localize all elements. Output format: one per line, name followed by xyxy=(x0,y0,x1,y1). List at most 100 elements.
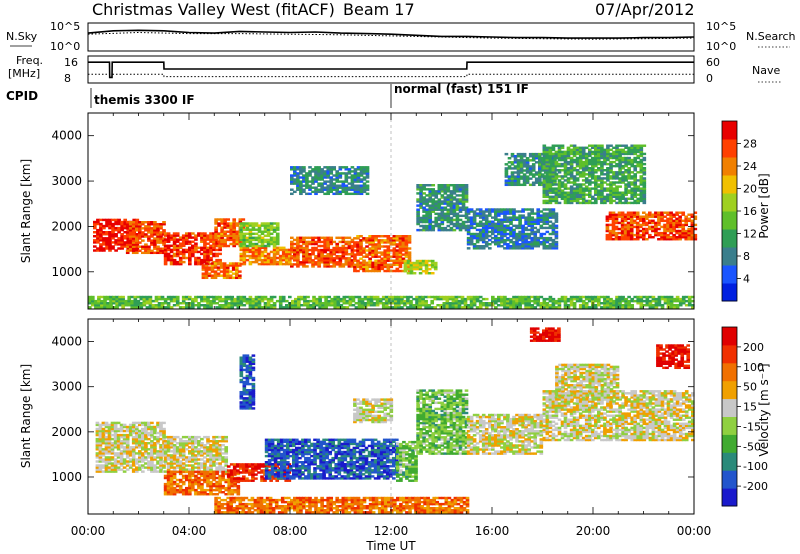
data-cell xyxy=(101,433,106,437)
data-cell xyxy=(560,162,565,166)
data-cell xyxy=(594,183,598,186)
data-cell xyxy=(104,442,109,445)
data-cell xyxy=(509,297,513,301)
data-cell xyxy=(536,230,541,234)
data-cell xyxy=(509,234,513,238)
data-cell xyxy=(278,295,283,299)
data-cell xyxy=(135,241,139,244)
data-cell xyxy=(621,304,625,307)
data-cell xyxy=(332,240,337,244)
data-cell xyxy=(341,255,346,258)
data-cell xyxy=(338,166,343,169)
data-cell xyxy=(527,295,531,299)
data-cell xyxy=(203,244,207,248)
data-cell xyxy=(566,306,571,309)
data-cell xyxy=(419,204,423,207)
data-cell xyxy=(191,254,195,258)
data-cell xyxy=(478,210,483,213)
data-cell xyxy=(452,206,457,209)
data-cell xyxy=(305,182,309,185)
data-cell xyxy=(108,243,112,246)
data-cell xyxy=(209,236,213,239)
data-cell xyxy=(404,255,409,258)
data-cell xyxy=(166,297,171,301)
data-cell xyxy=(538,171,542,174)
data-cell xyxy=(389,255,394,258)
y-tick-label: 2000 xyxy=(51,219,82,233)
data-cell xyxy=(320,172,324,175)
data-cell xyxy=(203,299,207,303)
data-cell xyxy=(584,152,589,156)
data-cell xyxy=(120,237,124,240)
data-cell xyxy=(545,171,550,174)
data-cell xyxy=(469,226,474,230)
data-cell xyxy=(620,236,625,239)
data-cell xyxy=(163,306,168,309)
data-cell xyxy=(581,152,586,156)
data-cell xyxy=(347,257,352,260)
data-cell xyxy=(163,256,168,260)
data-cell xyxy=(478,247,483,250)
data-cell xyxy=(525,175,530,178)
data-cell xyxy=(460,299,465,303)
data-cell xyxy=(131,221,136,224)
data-cell xyxy=(144,245,148,248)
data-cell xyxy=(509,218,513,221)
data-cell xyxy=(669,217,673,221)
data-cell xyxy=(621,181,625,184)
data-cell xyxy=(513,155,518,158)
data-cell xyxy=(302,253,306,256)
data-cell xyxy=(503,302,507,305)
data-cell xyxy=(503,234,507,238)
data-cell xyxy=(603,302,607,305)
data-cell xyxy=(377,261,382,265)
data-cell xyxy=(443,198,448,201)
data-cell xyxy=(648,225,652,229)
data-cell xyxy=(235,270,239,273)
data-cell xyxy=(356,176,361,179)
data-cell xyxy=(669,295,674,299)
data-cell xyxy=(439,297,444,301)
data-cell xyxy=(383,253,388,256)
data-cell xyxy=(443,196,448,199)
data-cell xyxy=(311,186,315,189)
data-cell xyxy=(528,152,533,156)
data-cell xyxy=(584,304,589,307)
data-cell xyxy=(538,167,542,170)
data-cell xyxy=(314,190,318,194)
data-cell xyxy=(317,240,321,244)
data-cell xyxy=(504,152,509,156)
data-cell xyxy=(518,224,522,228)
data-cell xyxy=(519,152,524,156)
data-cell xyxy=(95,444,100,447)
data-cell xyxy=(212,242,216,245)
data-cell xyxy=(632,221,637,225)
data-cell xyxy=(545,152,550,156)
data-cell xyxy=(669,221,673,225)
data-cell xyxy=(317,174,321,177)
data-cell xyxy=(617,238,622,241)
data-cell xyxy=(624,146,628,150)
data-cell xyxy=(504,183,509,187)
data-cell xyxy=(542,208,547,211)
data-cell xyxy=(419,184,423,187)
data-cell xyxy=(642,223,646,227)
data-cell xyxy=(478,302,483,305)
data-cell xyxy=(285,306,289,309)
data-cell xyxy=(606,299,610,303)
data-cell xyxy=(645,213,649,216)
data-cell xyxy=(516,181,521,184)
data-cell xyxy=(491,302,495,305)
data-cell xyxy=(551,230,556,234)
data-cell xyxy=(95,442,100,445)
data-cell xyxy=(611,213,616,216)
data-cell xyxy=(630,181,635,184)
data-cell xyxy=(569,173,574,176)
data-cell xyxy=(617,227,622,231)
data-cell xyxy=(620,225,625,229)
data-cell xyxy=(300,304,304,307)
data-cell xyxy=(120,226,124,230)
data-cell xyxy=(320,184,324,187)
data-cell xyxy=(633,158,638,162)
